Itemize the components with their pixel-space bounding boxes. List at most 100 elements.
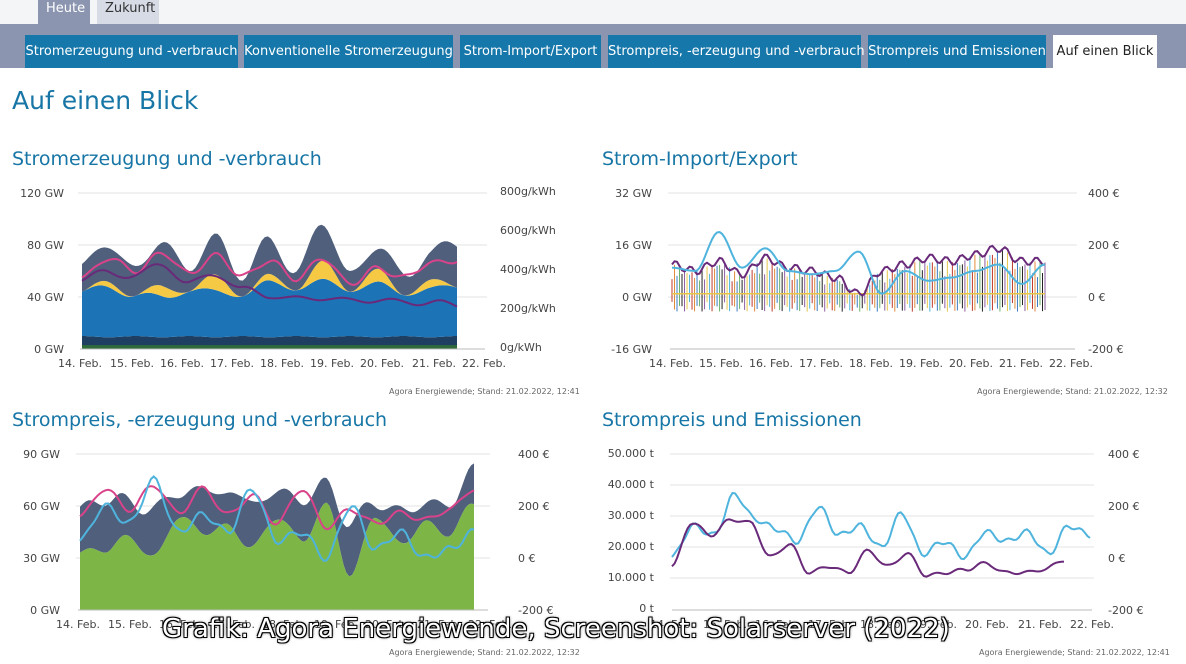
chart1-bio-band (82, 345, 457, 349)
chart2-price-line (672, 231, 1046, 295)
chart1-source: Agora Energiewende; Stand: 21.02.2022, 1… (389, 387, 580, 396)
chart2-x-tick: 17. Feb. (799, 357, 843, 370)
chart1-x-tick: 16. Feb. (160, 357, 204, 370)
tab-strompreis-erzeugung[interactable]: Strompreis, -erzeugung und -verbrauch (608, 35, 865, 68)
chart2-x-tick: 14. Feb. (649, 357, 693, 370)
chart2-x-tick: 15. Feb. (699, 357, 743, 370)
tab-konventionelle[interactable]: Konventionelle Stromerzeugung (244, 35, 453, 68)
chart4-x-tick: 19. Feb. (913, 618, 957, 631)
chart4-price-line (671, 491, 1091, 561)
chart3-x-tick: 20. Feb. (365, 618, 409, 631)
chart3-plot (76, 453, 490, 611)
chart2-x-tick: 21. Feb. (999, 357, 1043, 370)
chart2-x-tick: 18. Feb. (849, 357, 893, 370)
chart1-yr-tick: 400g/kWh (500, 263, 556, 276)
chart3-yl-tick: 90 GW (23, 448, 60, 461)
chart4-x-tick: 18. Feb. (860, 618, 904, 631)
top-strip (0, 0, 1186, 24)
chart2-x-tick: 16. Feb. (749, 357, 793, 370)
chart4-yl-tick: 20.000 t (607, 540, 654, 553)
chart1-x-tick: 18. Feb. (260, 357, 304, 370)
chart2-yr-tick: 0 € (1088, 291, 1106, 304)
chart2-yl-tick: 32 GW (615, 187, 652, 200)
chart1-x-tick: 14. Feb. (58, 357, 102, 370)
tab-stromerzeugung[interactable]: Stromerzeugung und -verbrauch (25, 35, 238, 68)
page-title: Auf einen Blick (12, 86, 199, 115)
chart1-yl-tick: 120 GW (20, 187, 64, 200)
chart1-title[interactable]: Stromerzeugung und -verbrauch (12, 148, 322, 170)
chart4-co2-line (671, 518, 1065, 578)
chart4-yl-tick: 30.000 t (607, 509, 654, 522)
tab-auf-einen-blick[interactable]: Auf einen Blick (1053, 35, 1157, 68)
tab-strompreis-emissionen[interactable]: Strompreis und Emissionen (868, 35, 1046, 68)
chart4-yl-tick: 50.000 t (607, 447, 654, 460)
chart1-wind-area (82, 278, 457, 338)
chart2-plot (668, 192, 1077, 350)
chart1-yl-tick: 80 GW (27, 239, 64, 252)
chart3-yl-tick: 60 GW (23, 500, 60, 513)
chart1-yr-tick: 0g/kWh (500, 341, 542, 354)
chart4-plot (670, 453, 1094, 611)
chart3-yl-tick: 30 GW (23, 552, 60, 565)
chart3-title[interactable]: Strompreis, -erzeugung und -verbrauch (12, 409, 388, 431)
image-caption: Grafik: Agora Energiewende, Screenshot: … (162, 614, 950, 644)
chart3-x-tick: 16. Feb. (159, 618, 203, 631)
chart2-yr-tick: -200 € (1088, 343, 1124, 356)
chart3-yr-tick: 200 € (518, 500, 550, 513)
chart3-fossil-area (80, 463, 474, 577)
chart2-yl-tick: -16 GW (611, 343, 652, 356)
chart1-yl-tick: 40 GW (27, 291, 64, 304)
chart2-yr-tick: 200 € (1088, 239, 1120, 252)
chart3-demand-line (79, 485, 475, 531)
chart3-x-tick: 18. Feb. (262, 618, 306, 631)
chart1-yr-tick: 200g/kWh (500, 302, 556, 315)
chart1-x-tick: 17. Feb. (210, 357, 254, 370)
chart1-co2-line (81, 263, 458, 308)
chart4-yr-tick: -200 € (1108, 604, 1144, 617)
chart4-yl-tick: 10.000 t (607, 571, 654, 584)
chart3-yr-tick: 0 € (518, 552, 536, 565)
chart3-yr-tick: 400 € (518, 448, 550, 461)
chart3-x-tick: 17. Feb. (211, 618, 255, 631)
chart1-x-tick: 19. Feb. (310, 357, 354, 370)
chart3-x-tick: 19. Feb. (314, 618, 358, 631)
chart4-x-tick: 22. Feb. (1070, 618, 1114, 631)
chart1-plot (78, 192, 487, 350)
chart4-title[interactable]: Strompreis und Emissionen (602, 409, 862, 431)
chart3-x-tick: 15. Feb. (108, 618, 152, 631)
chart2-x-tick: 20. Feb. (949, 357, 993, 370)
chart3-yr-tick: -200 € (518, 604, 554, 617)
chart2-yl-tick: 16 GW (615, 239, 652, 252)
chart2-yr-tick: 400 € (1088, 187, 1120, 200)
chart4-yl-tick: 40.000 t (607, 478, 654, 491)
chart2-x-tick: 22. Feb. (1049, 357, 1093, 370)
chart2-source: Agora Energiewende; Stand: 21.02.2022, 1… (977, 387, 1168, 396)
chart4-yr-tick: 400 € (1108, 448, 1140, 461)
chart4-yr-tick: 200 € (1108, 500, 1140, 513)
chart3-x-tick: 14. Feb. (56, 618, 100, 631)
chart1-yl-tick: 0 GW (34, 343, 64, 356)
chart4-yr-tick: 0 € (1108, 552, 1126, 565)
chart4-yl-tick: 0 t (639, 602, 654, 615)
top-tab-zukunft[interactable]: Zukunft (97, 0, 159, 24)
chart4-x-tick: 16. Feb. (755, 618, 799, 631)
chart1-x-tick: 20. Feb. (360, 357, 404, 370)
chart4-x-tick: 20. Feb. (965, 618, 1009, 631)
chart1-solar-area (82, 260, 457, 298)
chart1-x-tick: 15. Feb. (110, 357, 154, 370)
chart3-yl-tick: 0 GW (30, 604, 60, 617)
chart2-x-tick: 19. Feb. (899, 357, 943, 370)
chart1-x-tick: 21. Feb. (412, 357, 456, 370)
tab-import-export[interactable]: Strom-Import/Export (460, 35, 601, 68)
chart2-net-line (671, 244, 1045, 298)
chart4-x-tick: 21. Feb. (1018, 618, 1062, 631)
chart4-x-tick: 14. Feb. (650, 618, 694, 631)
chart3-x-tick: 21. Feb. (417, 618, 461, 631)
chart1-x-tick: 22. Feb. (462, 357, 506, 370)
top-tab-heute[interactable]: Heute (38, 0, 90, 24)
chart1-demand-line (81, 251, 458, 287)
chart3-x-tick: 22. Feb. (468, 618, 512, 631)
chart4-source: Agora Energiewende; Stand: 21.02.2022, 1… (979, 648, 1170, 657)
chart3-price-line (79, 475, 475, 562)
chart2-title[interactable]: Strom-Import/Export (602, 148, 798, 170)
